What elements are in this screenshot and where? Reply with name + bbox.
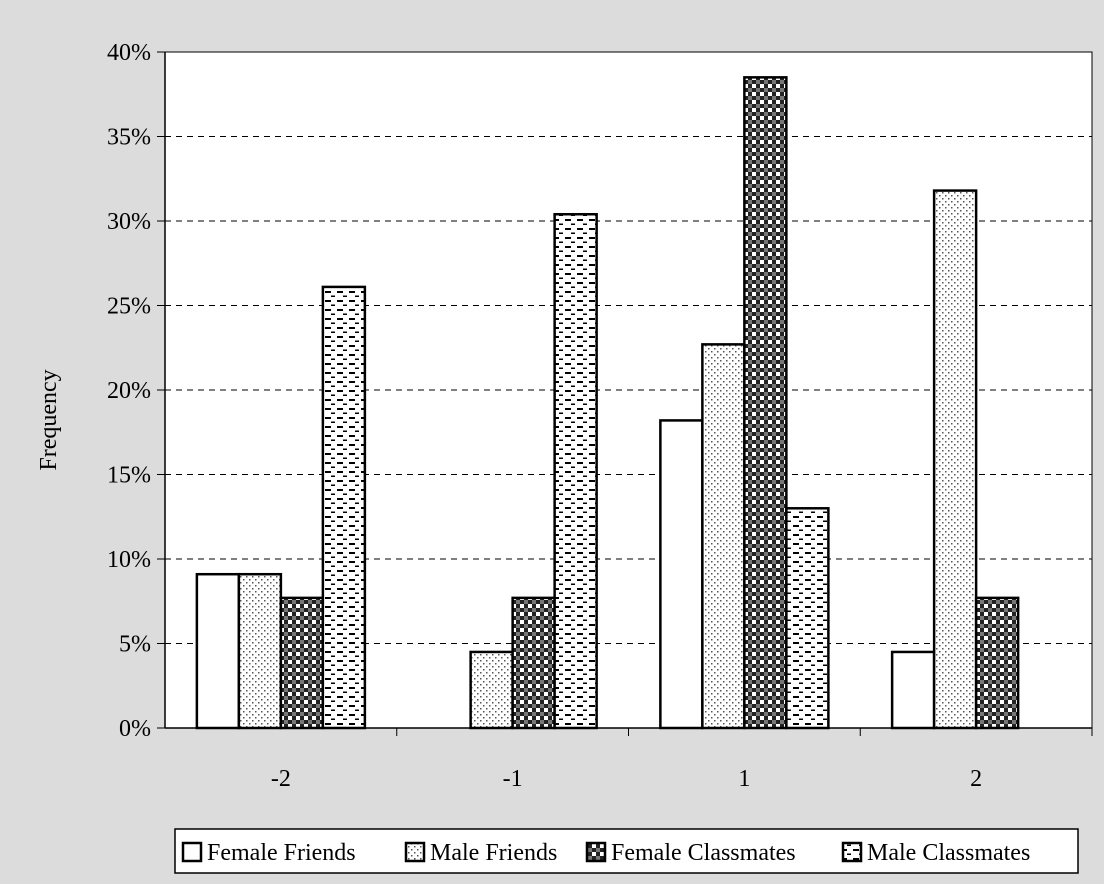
x-tick-label: -1 <box>503 766 523 792</box>
bar-male-classmates <box>553 212 598 730</box>
legend-swatch <box>404 841 426 863</box>
legend-label: Female Friends <box>207 840 356 866</box>
legend-box <box>174 828 1079 874</box>
y-tick-label: 20% <box>107 378 151 404</box>
legend: Female Friends Male Friends Female Classma… <box>174 828 1079 874</box>
y-tick-label: 10% <box>107 547 151 573</box>
bars <box>195 76 1020 730</box>
bar-female-classmates <box>974 596 1020 730</box>
bar-male-friends <box>237 572 283 730</box>
bar-male-friends <box>701 343 746 730</box>
x-tick-labels: -2 -1 1 2 <box>271 766 982 792</box>
bar-female-classmates <box>511 596 556 730</box>
y-tick-label: 40% <box>107 40 151 66</box>
bar-male-friends <box>932 189 978 730</box>
y-tick-label: 5% <box>119 632 151 658</box>
y-tick-label: 35% <box>107 125 151 151</box>
y-tick-label: 15% <box>107 463 151 489</box>
legend-swatch <box>585 841 607 863</box>
bar-male-friends <box>469 650 514 730</box>
x-tick-label: 1 <box>738 766 750 792</box>
bar-male-classmates <box>785 507 830 730</box>
axes <box>157 51 1093 736</box>
y-tick-label: 25% <box>107 294 151 320</box>
legend-label: Female Classmates <box>611 840 796 866</box>
x-tick-label: 2 <box>970 766 982 792</box>
bar-male-classmates <box>321 285 367 730</box>
bar-female-friends <box>659 419 704 730</box>
legend-label: Male Classmates <box>867 840 1030 866</box>
legend-swatch <box>841 841 863 863</box>
y-tick-label: 30% <box>107 209 151 235</box>
bar-female-friends <box>890 650 936 730</box>
bar-female-friends <box>195 572 241 730</box>
y-tick-label: 0% <box>119 716 151 742</box>
bar-female-classmates <box>279 596 325 730</box>
y-tick-labels: 0% 5% 10% 15% 20% 25% 30% 35% 40% <box>107 40 151 742</box>
legend-label: Male Friends <box>430 840 557 866</box>
y-axis-title: Frequency <box>36 369 62 470</box>
bar-female-classmates <box>743 76 788 730</box>
legend-swatch <box>181 841 203 863</box>
x-tick-label: -2 <box>271 766 291 792</box>
